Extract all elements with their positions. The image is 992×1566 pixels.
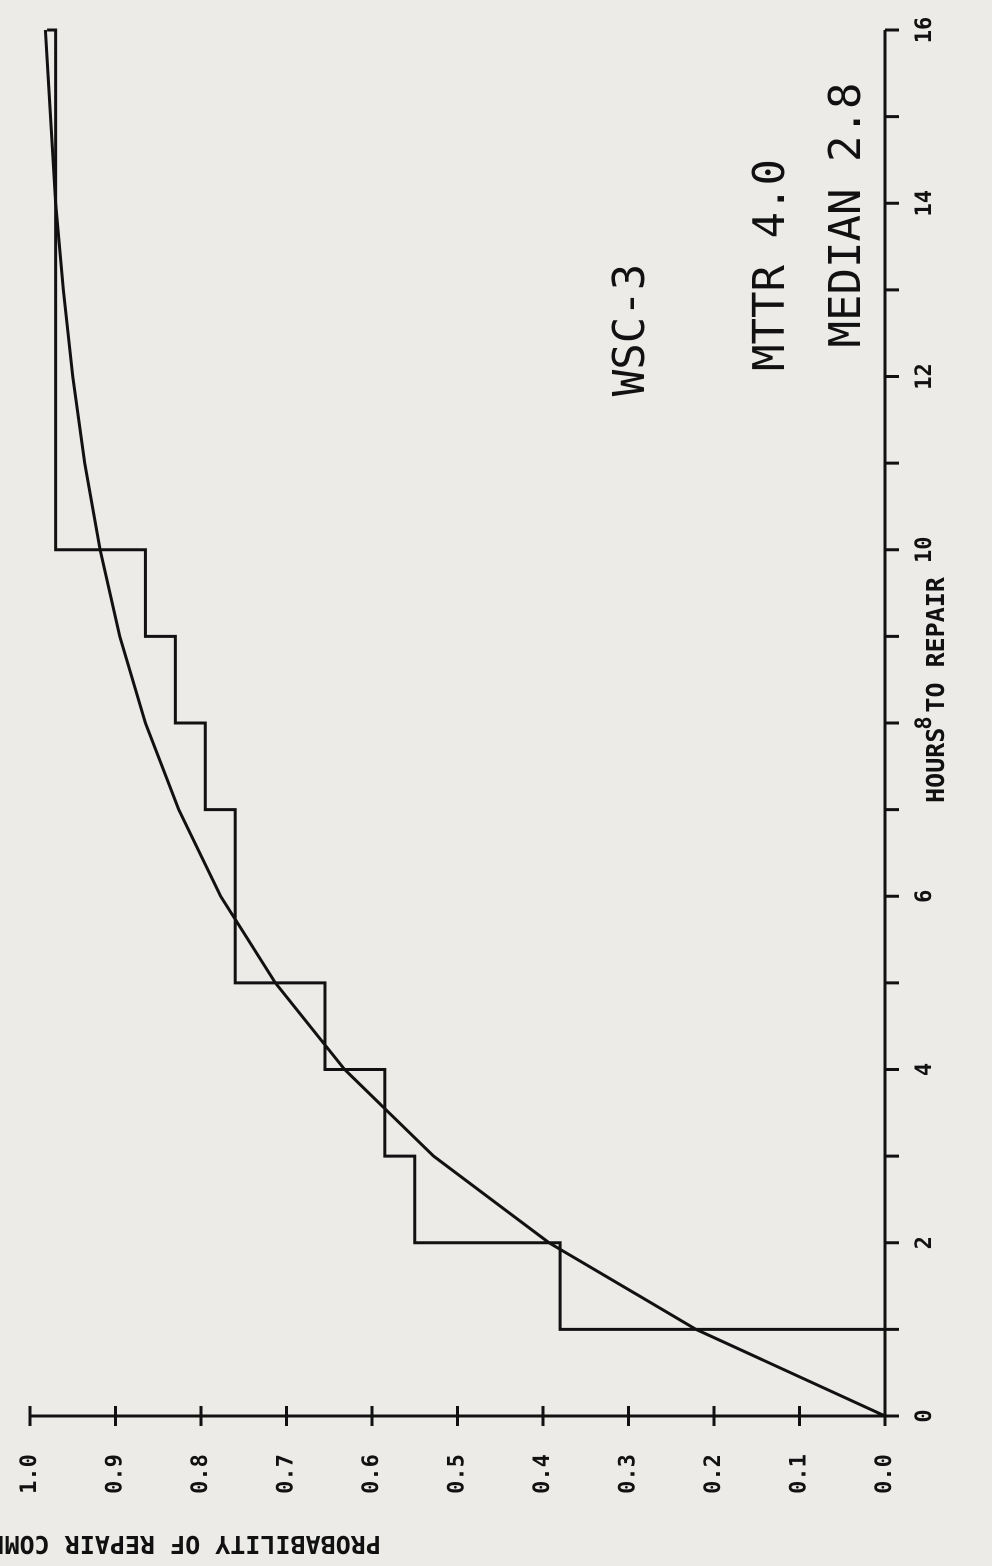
y-tick-label: 0.3 [616,1454,641,1494]
x-tick-label: 8 [912,716,937,729]
annotations: WSC-3 MTTR 4.0 MEDIAN 2.8 [604,83,871,397]
x-tick-label: 14 [912,190,937,217]
annotation-2: MTTR 4.0 [744,159,795,371]
y-tick-label: 0.4 [530,1454,555,1494]
x-axis-label: HOURS TO REPAIR [921,576,950,803]
x-ticks: 0 2 4 6 8 10 12 14 16 [885,17,937,1423]
x-tick-label: 6 [912,890,937,903]
x-tick-label: 10 [912,537,937,564]
y-axis-label: PROBABILITY OF REPAIR COMPLETION [0,1530,381,1559]
y-tick-label: 0.1 [787,1454,812,1494]
y-tick-label: 0.2 [701,1454,726,1494]
y-tick-label: 0.7 [274,1454,299,1494]
x-tick-label: 16 [912,17,937,44]
y-ticks: 0.0 0.1 0.2 0.3 0.4 0.5 0.6 0.7 0.8 0.9 1.0 [17,1406,897,1494]
y-tick-label: 0.8 [188,1454,213,1494]
y-tick-label: 1.0 [17,1454,42,1494]
axis-labels: HOURS TO REPAIR PROBABILITY OF REPAIR CO… [0,576,950,1559]
x-tick-label: 12 [912,363,937,390]
y-tick-label: 0.6 [359,1454,384,1494]
x-tick-label: 4 [912,1063,937,1076]
annotation-3: MEDIAN 2.8 [820,83,871,348]
y-tick-label: 0.0 [872,1454,897,1494]
x-tick-label: 2 [912,1236,937,1249]
x-tick-label: 0 [912,1409,937,1422]
y-tick-label: 0.9 [103,1454,128,1494]
series-layer [43,28,887,1418]
annotation-1: WSC-3 [604,264,655,396]
y-tick-label: 0.5 [445,1454,470,1494]
